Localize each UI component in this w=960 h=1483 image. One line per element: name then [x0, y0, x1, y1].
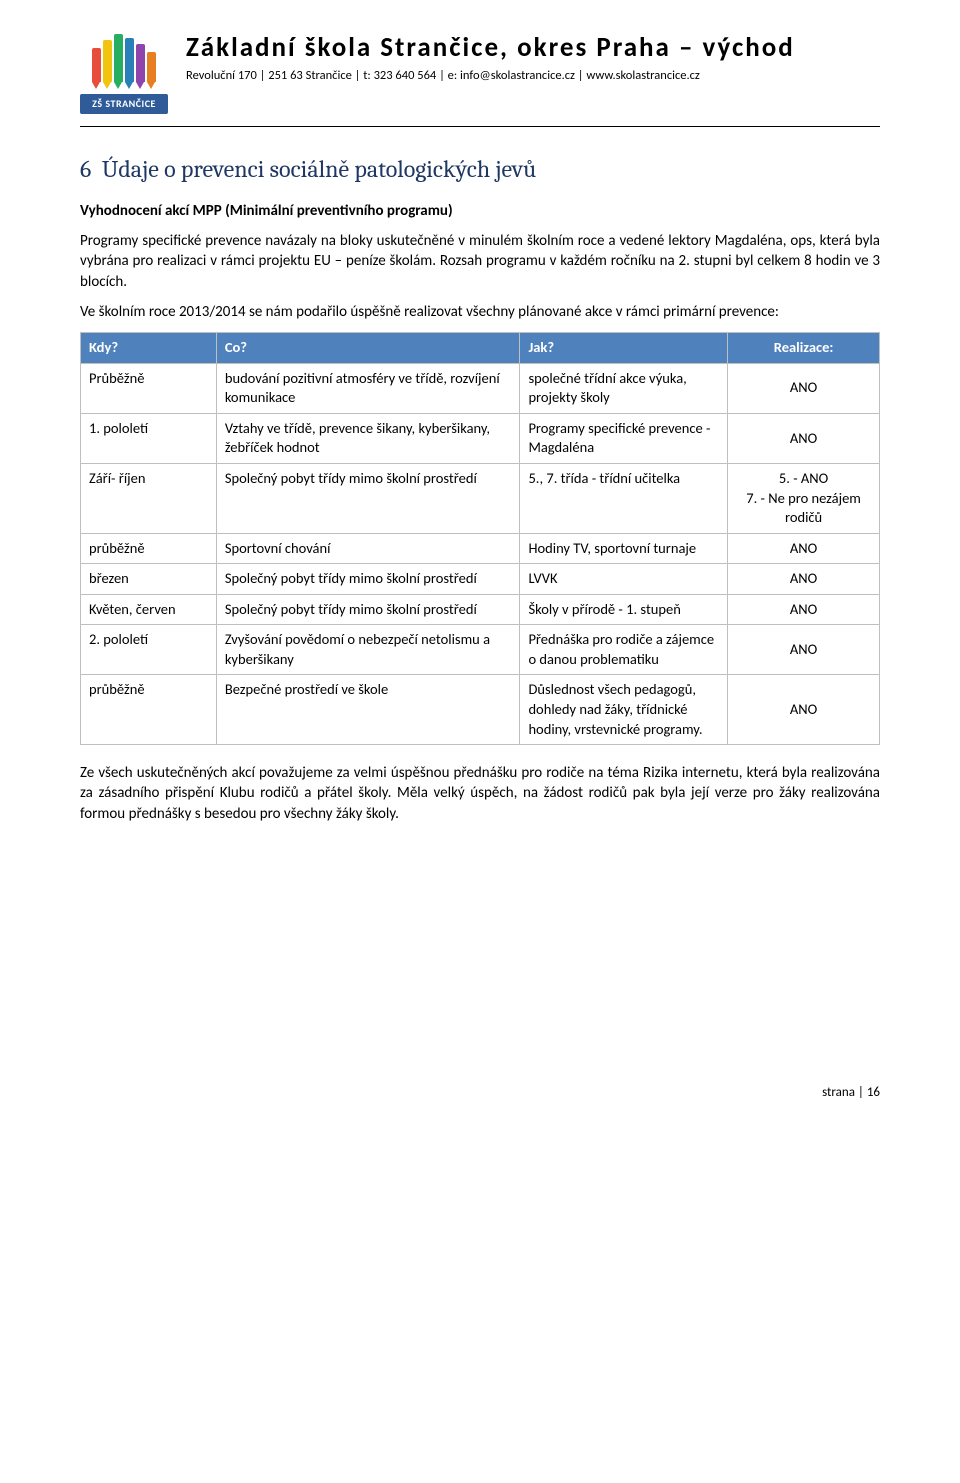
cell-jak: Programy specifické prevence - Magdaléna: [520, 413, 728, 463]
header-rule: [80, 126, 880, 127]
cell-jak: Důslednost všech pedagogů, dohledy nad ž…: [520, 675, 728, 745]
cell-co: Vztahy ve třídě, prevence šikany, kyberš…: [216, 413, 520, 463]
cell-kdy: Září- říjen: [81, 463, 217, 533]
cell-co: Bezpečné prostředí ve škole: [216, 675, 520, 745]
cell-jak: 5., 7. třída - třídní učitelka: [520, 463, 728, 533]
cell-jak: LVVK: [520, 564, 728, 595]
col-header-kdy: Kdy?: [81, 333, 217, 364]
logo-badge: ZŠ STRANČICE: [80, 94, 168, 114]
logo: ZŠ STRANČICE: [80, 30, 168, 114]
page-footer: strana | 16: [80, 1084, 880, 1102]
cell-real: ANO: [728, 413, 880, 463]
col-header-jak: Jak?: [520, 333, 728, 364]
cell-co: Společný pobyt třídy mimo školní prostře…: [216, 594, 520, 625]
cell-jak: společné třídní akce výuka, projekty ško…: [520, 363, 728, 413]
cell-kdy: Květen, červen: [81, 594, 217, 625]
cell-co: Zvyšování povědomí o nebezpečí netolismu…: [216, 625, 520, 675]
cell-kdy: 2. pololetí: [81, 625, 217, 675]
cell-jak: Přednáška pro rodiče a zájemce o danou p…: [520, 625, 728, 675]
contact-line: Revoluční 170 | 251 63 Strančice | t: 32…: [186, 68, 880, 85]
closing-paragraph: Ze všech uskutečněných akcí považujeme z…: [80, 763, 880, 824]
table-row: průběžněSportovní chováníHodiny TV, spor…: [81, 533, 880, 564]
cell-jak: Hodiny TV, sportovní turnaje: [520, 533, 728, 564]
cell-real: ANO: [728, 594, 880, 625]
cell-real: ANO: [728, 564, 880, 595]
table-row: 2. pololetíZvyšování povědomí o nebezpeč…: [81, 625, 880, 675]
table-row: 1. pololetíVztahy ve třídě, prevence šik…: [81, 413, 880, 463]
page-header: ZŠ STRANČICE Základní škola Strančice, o…: [80, 30, 880, 114]
col-header-real: Realizace:: [728, 333, 880, 364]
cell-co: Společný pobyt třídy mimo školní prostře…: [216, 463, 520, 533]
sub-heading: Vyhodnocení akcí MPP (Minimální preventi…: [80, 201, 880, 221]
cell-co: budování pozitivní atmosféry ve třídě, r…: [216, 363, 520, 413]
table-row: březenSpolečný pobyt třídy mimo školní p…: [81, 564, 880, 595]
cell-real: ANO: [728, 625, 880, 675]
cell-real: ANO: [728, 675, 880, 745]
title-block: Základní škola Strančice, okres Praha – …: [186, 30, 880, 85]
cell-kdy: 1. pololetí: [81, 413, 217, 463]
section-heading: 6 Údaje o prevenci sociálně patologickýc…: [80, 153, 880, 185]
cell-co: Společný pobyt třídy mimo školní prostře…: [216, 564, 520, 595]
section-title: Údaje o prevenci sociálně patologických …: [102, 155, 536, 183]
school-title: Základní škola Strančice, okres Praha – …: [186, 30, 880, 66]
table-row: Květen, červenSpolečný pobyt třídy mimo …: [81, 594, 880, 625]
cell-kdy: březen: [81, 564, 217, 595]
logo-pencils-icon: [80, 30, 168, 82]
intro-paragraph-2: Ve školním roce 2013/2014 se nám podařil…: [80, 302, 880, 322]
cell-real: ANO: [728, 363, 880, 413]
cell-jak: Školy v přírodě - 1. stupeň: [520, 594, 728, 625]
cell-real: ANO: [728, 533, 880, 564]
table-row: průběžněBezpečné prostředí ve školeDůsle…: [81, 675, 880, 745]
prevention-table: Kdy? Co? Jak? Realizace: Průběžněbudován…: [80, 332, 880, 745]
intro-paragraph-1: Programy specifické prevence navázaly na…: [80, 231, 880, 292]
cell-real: 5. - ANO 7. - Ne pro nezájem rodičů: [728, 463, 880, 533]
col-header-co: Co?: [216, 333, 520, 364]
section-number: 6: [80, 155, 91, 183]
cell-kdy: Průběžně: [81, 363, 217, 413]
cell-kdy: průběžně: [81, 675, 217, 745]
table-row: Září- říjenSpolečný pobyt třídy mimo ško…: [81, 463, 880, 533]
table-header-row: Kdy? Co? Jak? Realizace:: [81, 333, 880, 364]
cell-co: Sportovní chování: [216, 533, 520, 564]
table-row: Průběžněbudování pozitivní atmosféry ve …: [81, 363, 880, 413]
cell-kdy: průběžně: [81, 533, 217, 564]
